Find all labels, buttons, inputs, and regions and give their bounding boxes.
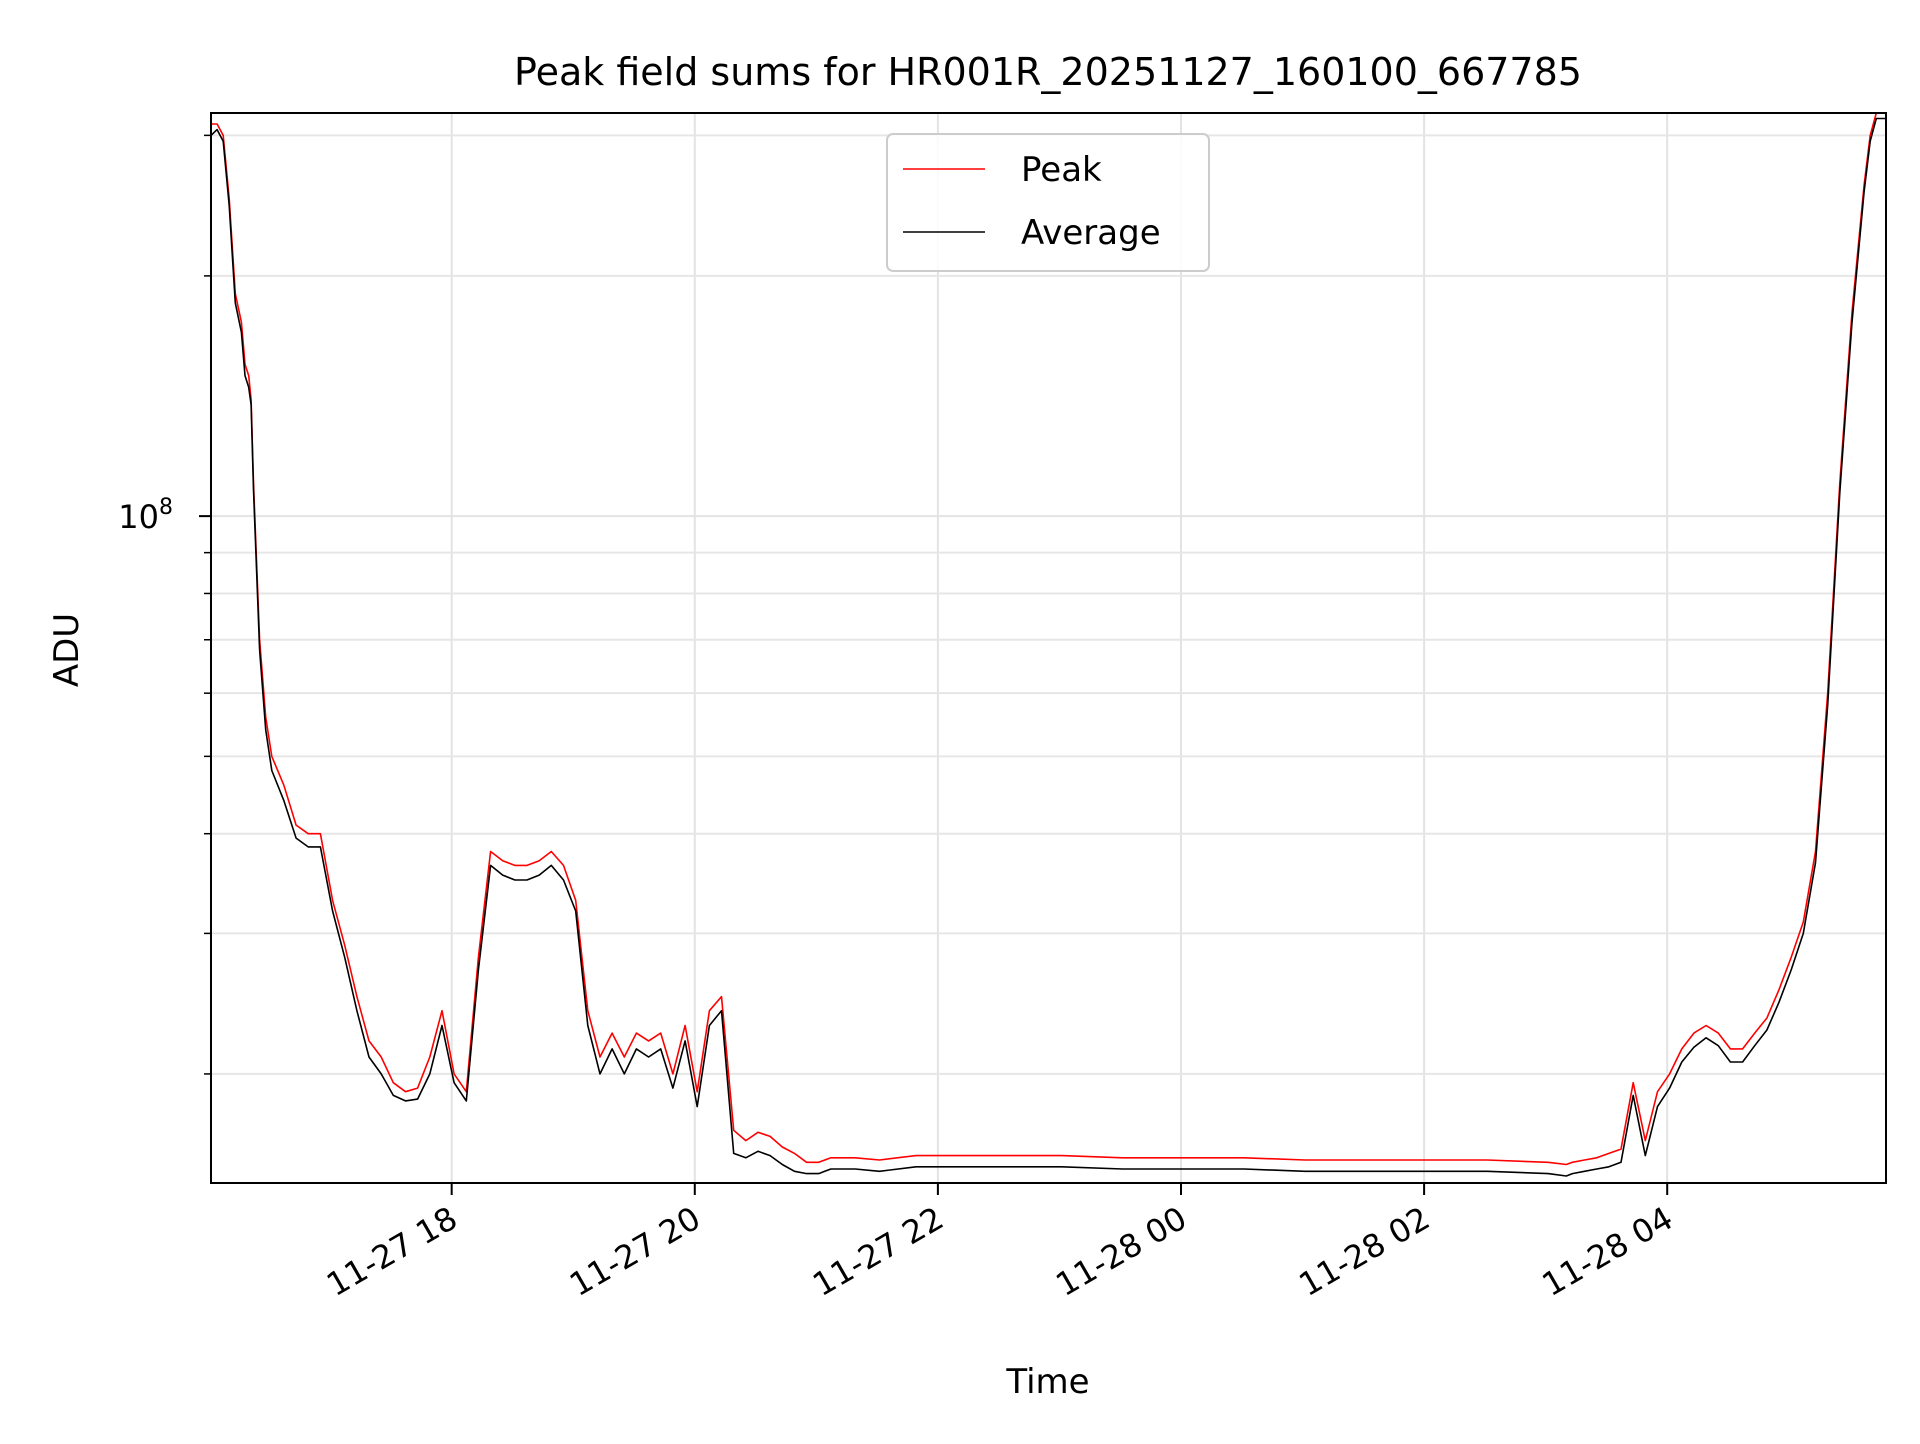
chart-title: Peak field sums for HR001R_20251127_1601… (514, 50, 1582, 94)
series-layer (210, 112, 1886, 1177)
legend-label-peak: Peak (1021, 150, 1102, 190)
plot-area (211, 113, 1886, 1183)
series-line-peak (211, 112, 1886, 1166)
grid (211, 113, 1886, 1183)
legend-label-average: Average (1021, 213, 1161, 253)
y-tick-exponent: 8 (159, 495, 173, 520)
x-axis-label: Time (1005, 1362, 1089, 1402)
y-axis-label: ADU (47, 613, 87, 687)
y-tick-label-major: 108 (118, 495, 173, 536)
y-tick-base: 10 (118, 498, 159, 536)
y-axis: 108 (118, 134, 211, 1075)
legend: Peak Average (886, 133, 1210, 272)
plot-frame (210, 112, 1887, 1184)
series-line-average (210, 117, 1886, 1177)
